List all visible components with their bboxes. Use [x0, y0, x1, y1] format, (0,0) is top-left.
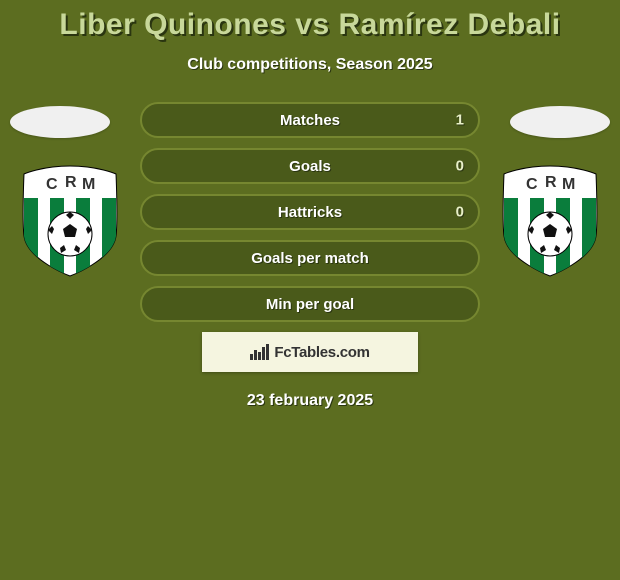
badge-letter-c: C — [46, 176, 58, 193]
bar-chart-icon — [250, 344, 270, 360]
page-title: Liber Quinones vs Ramírez Debali — [0, 0, 620, 42]
stat-label: Hattricks — [278, 204, 342, 221]
stat-right-value: 0 — [456, 204, 464, 221]
stat-right-value: 0 — [456, 158, 464, 175]
stat-row-matches: Matches 1 — [140, 102, 480, 138]
club-badge-right: C R M — [500, 164, 600, 278]
svg-text:M: M — [562, 176, 575, 193]
club-badge-left: C R M — [20, 164, 120, 278]
stat-row-goals-per-match: Goals per match — [140, 240, 480, 276]
stat-row-goals: Goals 0 — [140, 148, 480, 184]
stat-row-min-per-goal: Min per goal — [140, 286, 480, 322]
stat-row-hattricks: Hattricks 0 — [140, 194, 480, 230]
stat-label: Min per goal — [266, 296, 354, 313]
brand-footer[interactable]: FcTables.com — [202, 332, 418, 372]
svg-text:C: C — [526, 176, 538, 193]
stats-list: Matches 1 Goals 0 Hattricks 0 Goals per … — [140, 102, 480, 322]
badge-letter-m: M — [82, 176, 95, 193]
player-right-avatar-placeholder — [510, 106, 610, 138]
brand-text: FcTables.com — [274, 344, 369, 361]
subtitle: Club competitions, Season 2025 — [0, 56, 620, 74]
svg-text:R: R — [545, 174, 557, 191]
player-left-avatar-placeholder — [10, 106, 110, 138]
comparison-panel: C R M C — [0, 102, 620, 410]
badge-letter-r: R — [65, 174, 77, 191]
date-label: 23 february 2025 — [0, 392, 620, 410]
stat-label: Matches — [280, 112, 340, 129]
stat-label: Goals — [289, 158, 331, 175]
stat-label: Goals per match — [251, 250, 369, 267]
stat-right-value: 1 — [456, 112, 464, 129]
